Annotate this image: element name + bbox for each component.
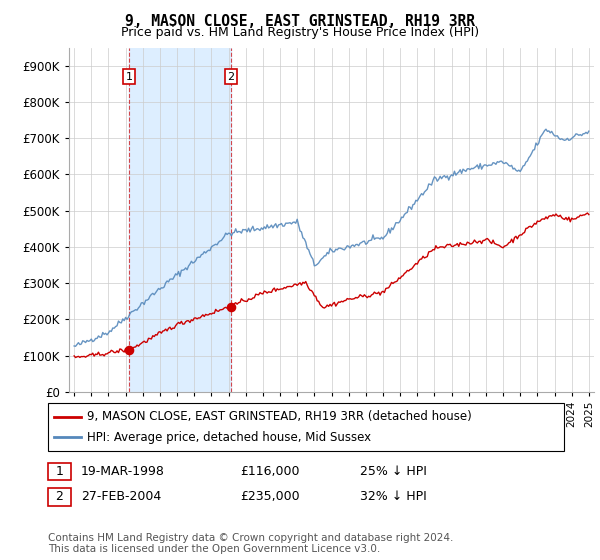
Bar [129, 48, 231, 392]
Text: 27-FEB-2004: 27-FEB-2004 [81, 490, 161, 503]
Text: HPI: Average price, detached house, Mid Sussex: HPI: Average price, detached house, Mid … [87, 431, 371, 444]
Text: 9, MASON CLOSE, EAST GRINSTEAD, RH19 3RR: 9, MASON CLOSE, EAST GRINSTEAD, RH19 3RR [125, 14, 475, 29]
Point [226, 302, 236, 311]
Text: 1: 1 [126, 72, 133, 82]
Text: £116,000: £116,000 [240, 465, 299, 478]
Text: Contains HM Land Registry data © Crown copyright and database right 2024.
This d: Contains HM Land Registry data © Crown c… [48, 533, 454, 554]
Text: 9, MASON CLOSE, EAST GRINSTEAD, RH19 3RR (detached house): 9, MASON CLOSE, EAST GRINSTEAD, RH19 3RR… [87, 410, 472, 423]
Text: 25% ↓ HPI: 25% ↓ HPI [360, 465, 427, 478]
Text: 2: 2 [55, 490, 64, 503]
Text: 2: 2 [227, 72, 235, 82]
Text: 1: 1 [55, 465, 64, 478]
Text: Price paid vs. HM Land Registry's House Price Index (HPI): Price paid vs. HM Land Registry's House … [121, 26, 479, 39]
Text: 32% ↓ HPI: 32% ↓ HPI [360, 490, 427, 503]
Text: 19-MAR-1998: 19-MAR-1998 [81, 465, 165, 478]
Text: £235,000: £235,000 [240, 490, 299, 503]
Point [124, 346, 134, 354]
